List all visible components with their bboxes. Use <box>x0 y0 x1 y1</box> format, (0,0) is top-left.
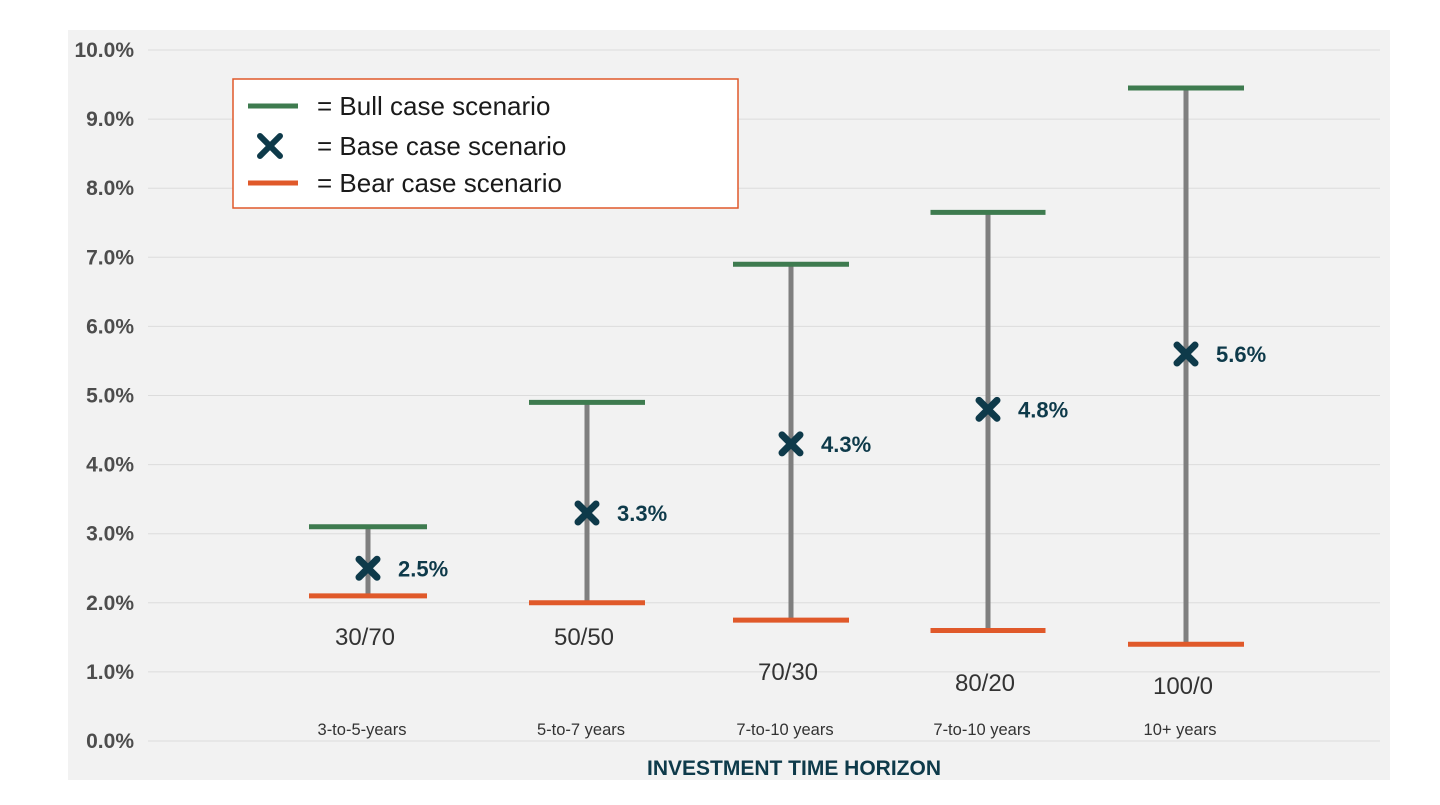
horizon-label: 10+ years <box>1144 721 1217 739</box>
y-tick-label: 6.0% <box>86 315 134 338</box>
base-value-label: 4.8% <box>1018 397 1068 422</box>
base-case-marker <box>778 431 804 457</box>
base-value-label: 5.6% <box>1216 342 1266 367</box>
allocation-label: 30/70 <box>335 624 395 651</box>
y-tick-label: 2.0% <box>86 592 134 615</box>
allocation-label: 70/30 <box>758 659 818 686</box>
case-bars <box>309 85 1244 647</box>
y-tick-label: 4.0% <box>86 454 134 477</box>
legend: = Bull case scenario = Base case scenari… <box>232 78 739 209</box>
y-tick-label: 3.0% <box>86 523 134 546</box>
legend-bull-label: = Bull case scenario <box>317 91 550 121</box>
horizon-label: 3-to-5-years <box>318 721 407 739</box>
category-labels: 2.5% 30/70 3-to-5-years 3.3% 50/50 5-to-7 yea… <box>318 342 1267 739</box>
y-tick-label: 5.0% <box>86 385 134 408</box>
y-tick-label: 7.0% <box>86 246 134 269</box>
base-value-label: 4.3% <box>821 432 871 457</box>
legend-base-label: = Base case scenario <box>317 131 566 161</box>
y-tick-label: 8.0% <box>86 177 134 200</box>
horizon-label: 7-to-10 years <box>736 721 833 739</box>
legend-box <box>232 78 739 209</box>
y-tick-labels: 0.0% 1.0% 2.0% 3.0% 4.0% 5.0% 6.0% 7.0% 8.0% 9.0%… <box>74 39 134 753</box>
horizon-label: 7-to-10 years <box>933 721 1030 739</box>
base-value-label: 3.3% <box>617 501 667 526</box>
y-tick-label: 0.0% <box>86 730 134 753</box>
horizon-label: 5-to-7 years <box>537 721 625 739</box>
base-value-label: 2.5% <box>398 556 448 581</box>
legend-bear-label: = Bear case scenario <box>317 168 562 198</box>
base-case-marker <box>574 500 600 526</box>
allocation-label: 80/20 <box>955 670 1015 697</box>
base-case-marker <box>975 396 1001 422</box>
y-tick-label: 1.0% <box>86 661 134 684</box>
x-axis-label: INVESTMENT TIME HORIZON <box>647 757 941 780</box>
y-tick-label: 10.0% <box>74 39 134 62</box>
base-markers <box>355 341 1199 581</box>
legend-base-x-icon <box>257 133 283 159</box>
allocation-label: 100/0 <box>1153 673 1213 700</box>
base-case-marker <box>355 555 381 581</box>
y-tick-label: 9.0% <box>86 108 134 131</box>
base-case-marker <box>1173 341 1199 367</box>
allocation-label: 50/50 <box>554 624 614 651</box>
